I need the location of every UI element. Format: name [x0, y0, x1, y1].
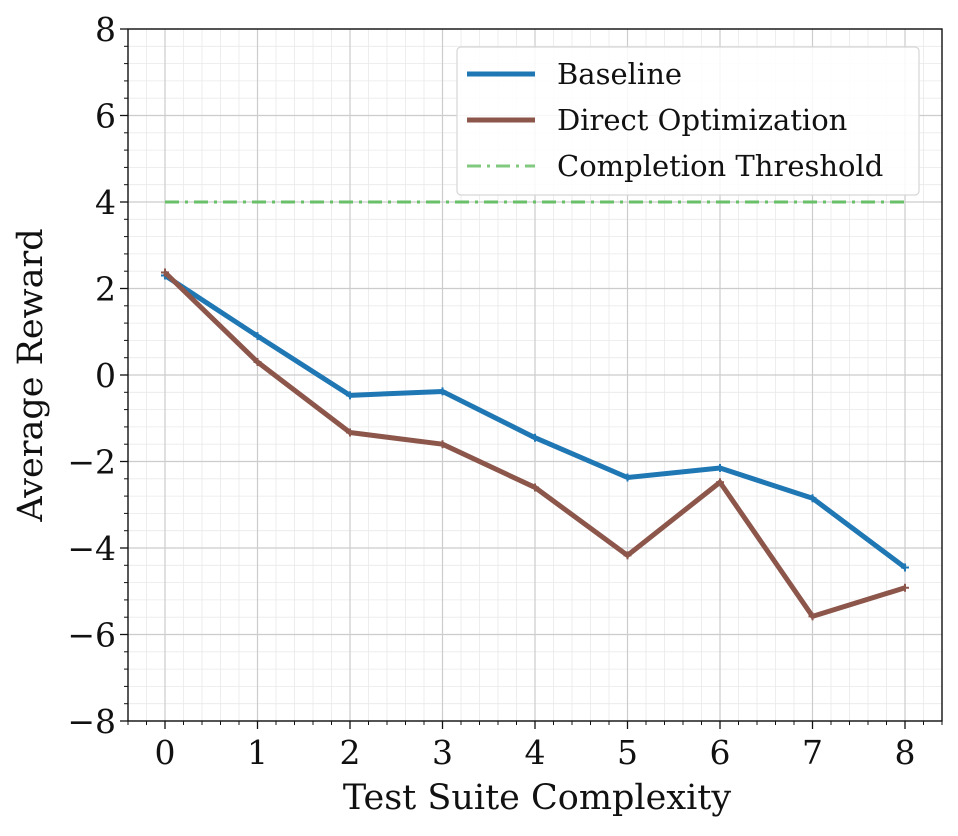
data-point [531, 433, 539, 442]
data-point [346, 391, 354, 400]
legend-label: Baseline [557, 57, 682, 91]
y-tick-label: −8 [67, 702, 116, 741]
y-tick-label: 0 [95, 356, 116, 395]
data-point [161, 268, 169, 277]
data-point [901, 583, 909, 592]
x-axis-label: Test Suite Complexity [343, 778, 731, 818]
data-point [346, 428, 354, 437]
x-tick-label: 8 [895, 733, 916, 772]
y-tick-label: 6 [95, 97, 116, 136]
x-tick-label: 2 [340, 733, 361, 772]
legend: Baseline Direct Optimization Completion Th… [456, 46, 920, 196]
data-point [716, 478, 724, 487]
x-tick-label: 6 [710, 733, 731, 772]
legend-box [456, 46, 920, 196]
data-point [901, 563, 909, 572]
series-layer [161, 200, 909, 621]
data-point [253, 358, 262, 367]
legend-label: Completion Threshold [557, 149, 883, 183]
axis-ticks: 0 1 2 3 4 5 6 7 8 −8 −6 −4 −2 0 2 4 6 8 [67, 10, 943, 772]
y-tick-label: 4 [95, 183, 116, 222]
data-point [808, 612, 817, 621]
data-point [438, 440, 447, 449]
y-tick-label: −2 [67, 443, 116, 482]
x-tick-label: 0 [155, 733, 176, 772]
data-point [438, 387, 447, 396]
data-point [716, 463, 724, 472]
x-tick-label: 1 [247, 733, 268, 772]
y-tick-label: −4 [67, 529, 116, 568]
y-tick-label: −6 [67, 616, 116, 655]
data-point [808, 494, 817, 503]
y-axis-label: Average Reward [11, 228, 51, 522]
data-point [531, 483, 539, 492]
data-point [623, 473, 632, 482]
y-tick-label: 2 [95, 270, 116, 309]
x-tick-label: 5 [617, 733, 638, 772]
x-tick-label: 4 [525, 733, 546, 772]
x-tick-label: 3 [432, 733, 453, 772]
legend-label: Direct Optimization [557, 103, 847, 137]
y-tick-label: 8 [95, 10, 116, 49]
data-point [623, 551, 632, 560]
x-tick-label: 7 [802, 733, 823, 772]
data-point [253, 332, 262, 341]
